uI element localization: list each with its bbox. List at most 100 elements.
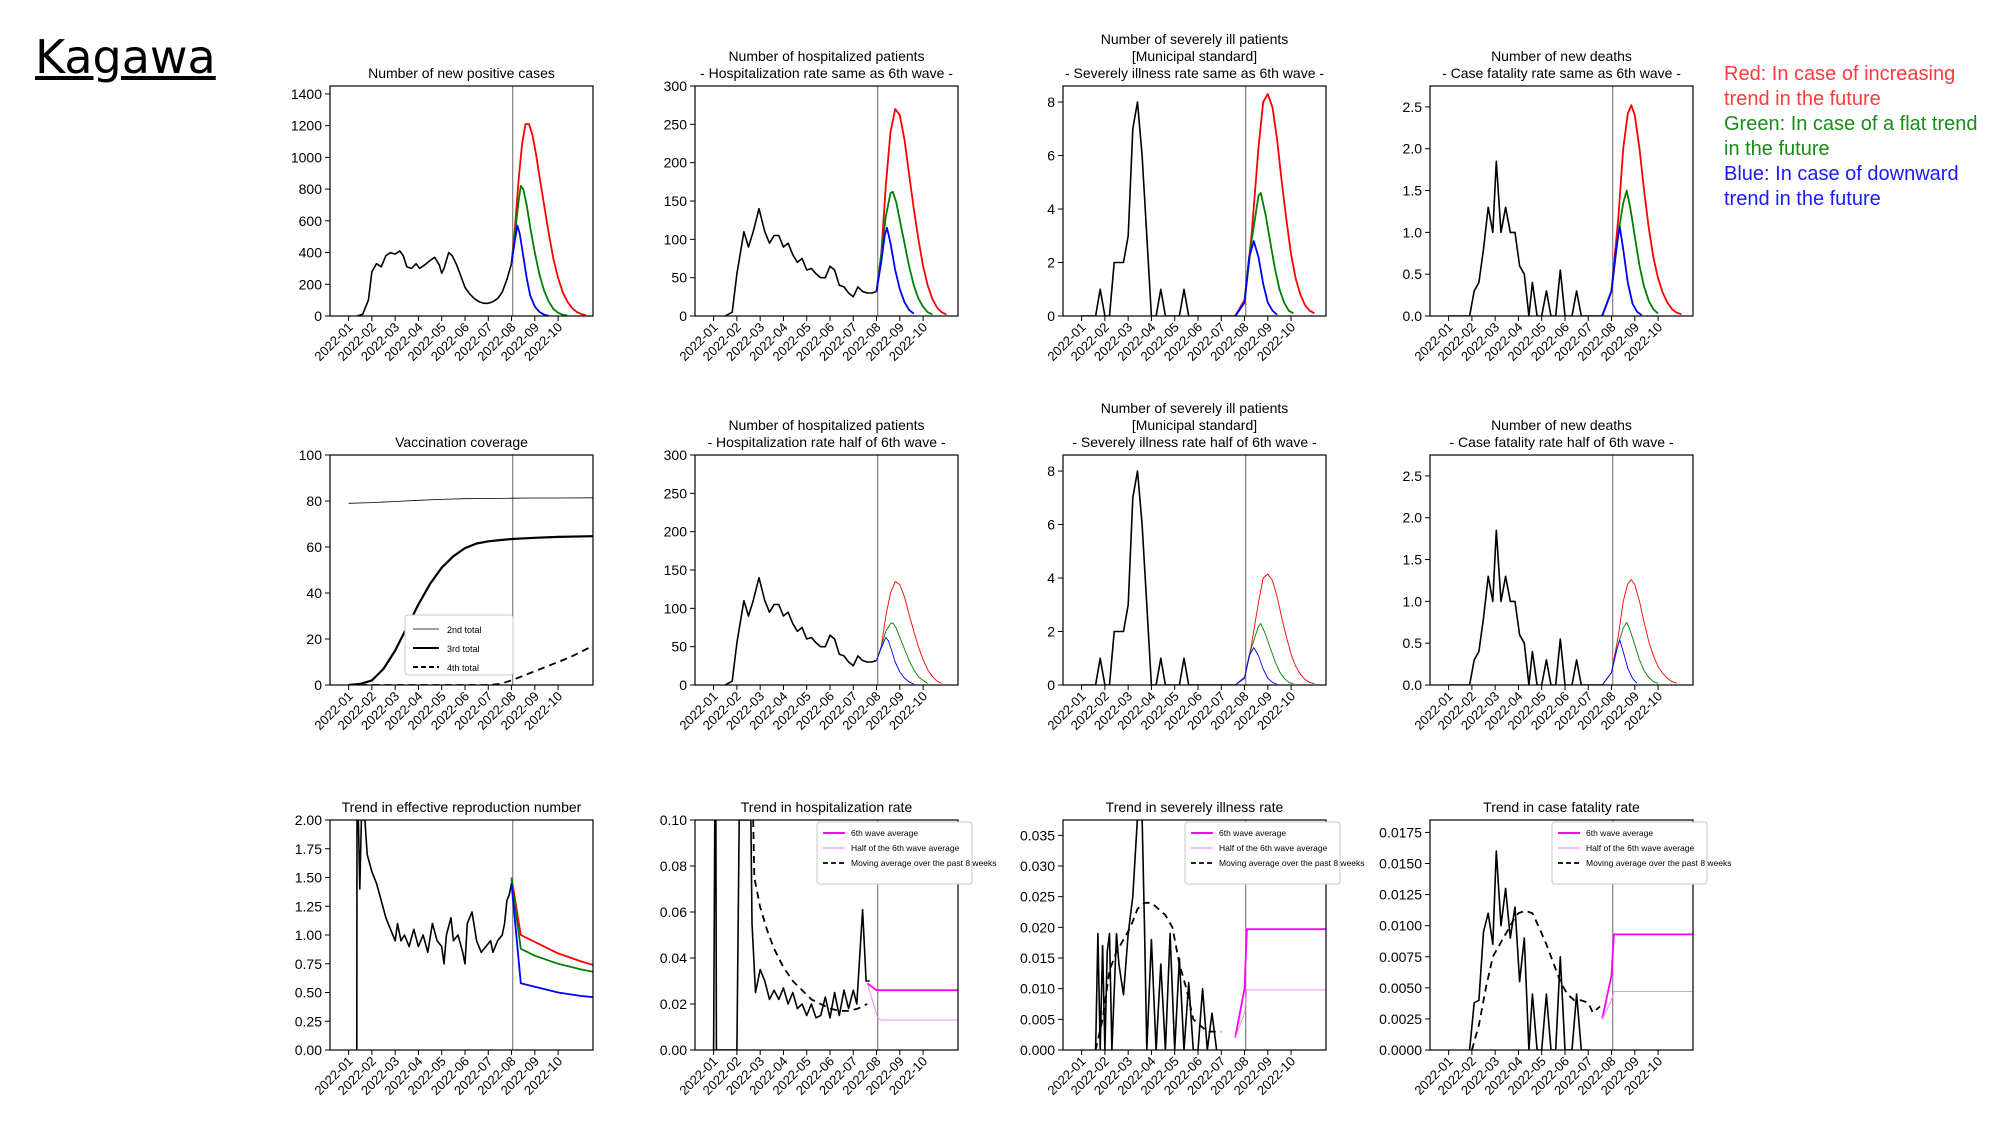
- plot-frame: [329, 454, 594, 686]
- chart-title: Number of new positive cases: [368, 65, 555, 81]
- plot-frame: [329, 819, 594, 1051]
- y-tick-label: 0.04: [660, 950, 687, 966]
- legend-label: 6th wave average: [851, 828, 918, 838]
- series-line-blue: [510, 883, 593, 998]
- legend-label: Half of the 6th wave average: [1219, 843, 1327, 853]
- y-tick-label: 0.06: [660, 904, 687, 920]
- chart-title: - Severely illness rate half of 6th wave…: [1072, 434, 1317, 450]
- y-tick-label: 2.0: [1403, 141, 1423, 157]
- y-tick-label: 0.00: [295, 1042, 322, 1058]
- y-tick-label: 100: [299, 447, 323, 463]
- series-line-black: [1094, 901, 1222, 1050]
- chart-title: [Municipal standard]: [1132, 417, 1257, 433]
- y-tick-label: 1000: [291, 149, 322, 165]
- plot-frame: [1062, 454, 1327, 686]
- chart-7: Number of severely ill patients[Municipa…: [1044, 400, 1327, 733]
- y-tick-label: 0: [1047, 308, 1055, 324]
- y-tick-label: 1.75: [295, 841, 322, 857]
- series-line-green: [876, 622, 928, 684]
- chart-6: Number of hospitalized patients- Hospita…: [664, 417, 959, 733]
- series-line-black: [1448, 529, 1603, 685]
- y-tick-label: 200: [664, 524, 688, 540]
- series-line-red: [1601, 579, 1677, 685]
- chart-title: Trend in severely illness rate: [1106, 799, 1284, 815]
- series-line-red: [510, 123, 587, 316]
- plot-frame: [1062, 819, 1327, 1051]
- y-tick-label: 1.0: [1403, 593, 1423, 609]
- legend-box: [1551, 821, 1708, 885]
- series-line-green: [1601, 189, 1659, 316]
- series-line-black: [724, 207, 877, 316]
- color-legend-note: Red: In case of increasing trend in the …: [1724, 62, 1994, 212]
- y-tick-label: 0.0150: [1379, 856, 1422, 872]
- y-tick-label: 60: [306, 539, 322, 555]
- y-tick-label: 2.5: [1403, 468, 1423, 484]
- chart-title: - Case fatality rate same as 6th wave -: [1442, 65, 1681, 81]
- series-line-blue: [876, 637, 914, 685]
- series-line-black: [1081, 470, 1236, 685]
- y-tick-label: 0: [314, 677, 322, 693]
- series-line-black: [348, 645, 593, 685]
- chart-title: - Hospitalization rate half of 6th wave …: [707, 434, 945, 450]
- page-title: Kagawa: [35, 30, 216, 84]
- y-tick-label: 0.08: [660, 858, 687, 874]
- series-line-red: [1234, 93, 1315, 316]
- y-tick-label: 8: [1047, 94, 1055, 110]
- series-line-magenta: [866, 982, 958, 992]
- y-tick-label: 0: [679, 677, 687, 693]
- y-tick-label: 4: [1047, 201, 1055, 217]
- y-tick-label: 250: [664, 485, 688, 501]
- chart-5: Vaccination coverage0204060801002022-012…: [299, 434, 594, 733]
- y-tick-label: 2: [1047, 255, 1055, 271]
- legend-label: 4th total: [447, 663, 479, 673]
- series-line-black: [355, 820, 513, 1050]
- legend-note-blue: Blue: In case of downward trend in the f…: [1724, 163, 1959, 210]
- y-tick-label: 1400: [291, 86, 322, 102]
- y-tick-label: 150: [664, 562, 688, 578]
- series-line-black: [356, 250, 513, 316]
- legend-box: [404, 614, 514, 676]
- y-tick-label: 0.02: [660, 996, 687, 1012]
- y-tick-label: 200: [299, 276, 323, 292]
- chart-title: Number of new deaths: [1491, 48, 1632, 64]
- y-tick-label: 0.005: [1020, 1011, 1055, 1027]
- plot-frame: [329, 85, 594, 317]
- series-line-red: [1601, 104, 1682, 316]
- chart-title: Number of hospitalized patients: [728, 417, 924, 433]
- y-tick-label: 20: [306, 631, 322, 647]
- series-line-red: [510, 877, 593, 966]
- legend-label: 6th wave average: [1586, 828, 1653, 838]
- y-tick-label: 300: [664, 78, 688, 94]
- plot-frame: [694, 454, 959, 686]
- y-tick-label: 0.020: [1020, 919, 1055, 935]
- y-tick-label: 0.015: [1020, 950, 1055, 966]
- chart-title: Trend in hospitalization rate: [741, 799, 913, 815]
- y-tick-label: 50: [671, 270, 687, 286]
- y-tick-label: 2.0: [1403, 510, 1423, 526]
- chart-11: Trend in severely illness rate 0.000 0.005…: [1020, 799, 1365, 1098]
- series-line-magenta: [1234, 928, 1326, 1038]
- y-tick-label: 0.0000: [1379, 1042, 1422, 1058]
- chart-8: Number of new deaths- Case fatality rate…: [1403, 417, 1694, 733]
- y-tick-label: 0.50: [295, 985, 322, 1001]
- y-tick-label: 4: [1047, 570, 1055, 586]
- y-tick-label: 1.00: [295, 927, 322, 943]
- y-tick-label: 0.010: [1020, 981, 1055, 997]
- series-line-black: [712, 820, 870, 1050]
- y-tick-label: 6: [1047, 148, 1055, 164]
- series-line-green: [1601, 621, 1659, 685]
- chart-title: - Hospitalization rate same as 6th wave …: [700, 65, 953, 81]
- series-line-black: [348, 497, 593, 504]
- legend-label: Moving average over the past 8 weeks: [1219, 858, 1365, 868]
- series-line-black: [752, 820, 868, 1012]
- series-line-green: [510, 879, 593, 973]
- series-line-blue: [510, 224, 549, 316]
- plot-frame: [1429, 819, 1694, 1051]
- y-tick-label: 8: [1047, 463, 1055, 479]
- legend-label: Moving average over the past 8 weeks: [1586, 858, 1732, 868]
- y-tick-label: 40: [306, 585, 322, 601]
- series-line-green: [875, 190, 933, 316]
- chart-title: - Severely illness rate same as 6th wave…: [1065, 65, 1324, 81]
- series-line-black: [1081, 101, 1236, 316]
- legend-label: 3rd total: [447, 644, 480, 654]
